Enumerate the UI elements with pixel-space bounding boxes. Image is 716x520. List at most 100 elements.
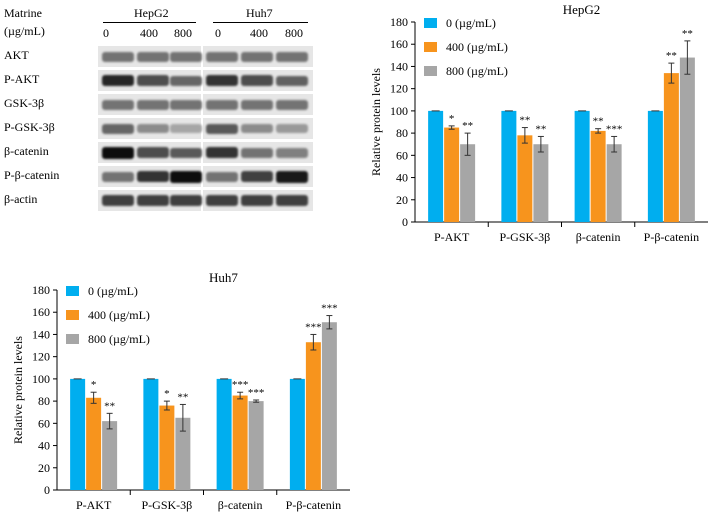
- legend-label: 400 (µg/mL): [446, 40, 508, 54]
- significance-label: **: [462, 120, 473, 132]
- y-tick-label: 80: [396, 126, 408, 140]
- bar: [444, 127, 460, 222]
- blot-row-label: β-catenin: [4, 144, 49, 158]
- dose-label-hepg2-0: 0: [103, 26, 109, 40]
- blot-band: [137, 75, 169, 86]
- y-tick-label: 80: [38, 394, 50, 408]
- legend-label: 800 (µg/mL): [446, 64, 508, 78]
- y-tick-label: 100: [390, 104, 408, 118]
- bar: [606, 144, 622, 222]
- blot-band: [102, 75, 134, 86]
- blot-band: [137, 51, 169, 62]
- x-category-label: β-catenin: [218, 498, 263, 512]
- bar: [321, 322, 337, 490]
- y-tick-label: 100: [32, 372, 50, 386]
- bar: [232, 395, 248, 490]
- bar: [460, 144, 476, 222]
- bar: [289, 378, 305, 490]
- y-tick-label: 20: [396, 193, 408, 207]
- significance-label: ***: [321, 303, 338, 315]
- blot-band: [170, 124, 202, 133]
- dose-label-huh7-0: 0: [215, 26, 221, 40]
- significance-label: *: [91, 379, 97, 391]
- blot-band: [137, 99, 169, 110]
- x-category-label: P-AKT: [434, 230, 470, 244]
- blot-band: [241, 51, 273, 62]
- blot-band: [137, 147, 169, 158]
- bar: [159, 405, 175, 490]
- blot-band: [102, 123, 134, 134]
- bar: [86, 397, 102, 490]
- bar: [574, 110, 590, 222]
- significance-label: **: [535, 123, 546, 135]
- blot-band: [276, 147, 308, 158]
- blot-band: [206, 147, 238, 158]
- blot-band: [206, 123, 238, 134]
- chart-title: HepG2: [563, 2, 601, 17]
- y-tick-label: 160: [390, 37, 408, 51]
- blot-band: [102, 195, 134, 206]
- blot-band: [102, 99, 134, 110]
- bar: [647, 110, 663, 222]
- dose-label-hepg2-800: 800: [174, 26, 192, 40]
- western-blot-panel: Matrine (µg/mL) HepG2 Huh7 0 400 800 0 4…: [0, 0, 330, 240]
- cell-line-label-hepg2: HepG2: [134, 6, 169, 20]
- y-tick-label: 40: [396, 171, 408, 185]
- blot-band: [276, 170, 308, 183]
- blot-row-label: P-GSK-3β: [4, 120, 55, 134]
- significance-label: ***: [248, 387, 265, 399]
- blot-row-label: β-actin: [4, 192, 38, 206]
- significance-label: **: [177, 391, 188, 403]
- blot-row-label: P-β-catenin: [4, 168, 60, 182]
- y-tick-label: 180: [32, 283, 50, 297]
- bar: [102, 421, 118, 490]
- bar: [305, 342, 321, 490]
- bar: [590, 130, 606, 222]
- y-tick-label: 40: [38, 439, 50, 453]
- cell-line-label-huh7: Huh7: [246, 6, 273, 20]
- legend-swatch: [66, 286, 79, 296]
- blot-row-label: P-AKT: [4, 72, 40, 86]
- chart-title: Huh7: [209, 270, 238, 285]
- bar: [501, 110, 517, 222]
- legend-label: 400 (µg/mL): [88, 308, 150, 322]
- blot-band: [170, 147, 202, 158]
- blot-band: [276, 99, 308, 110]
- significance-label: ***: [232, 379, 249, 391]
- blot-band: [241, 195, 273, 206]
- x-category-label: P-GSK-3β: [141, 498, 192, 512]
- blot-band: [241, 75, 273, 86]
- blot-band: [102, 171, 134, 182]
- y-tick-label: 60: [38, 416, 50, 430]
- significance-label: **: [519, 115, 530, 127]
- blot-band: [206, 195, 238, 206]
- blot-band: [276, 124, 308, 133]
- significance-label: **: [682, 28, 693, 40]
- blot-band: [102, 146, 134, 159]
- bar: [175, 417, 191, 490]
- blot-band: [170, 195, 202, 206]
- hepg2-header-line: [103, 22, 196, 23]
- huh7-header-line: [213, 22, 308, 23]
- hepg2-bar-chart: HepG2 0 20 40 60 80 100 120 140 160 180 Relative pr…: [369, 2, 708, 244]
- legend-label: 0 (µg/mL): [88, 284, 138, 298]
- bar: [533, 144, 549, 222]
- y-axis-label: Relative protein levels: [369, 68, 383, 176]
- blot-band: [170, 75, 202, 86]
- blot-band: [276, 195, 308, 206]
- blot-band: [137, 124, 169, 133]
- significance-label: **: [593, 116, 604, 128]
- legend-swatch: [66, 334, 79, 344]
- blot-band: [241, 99, 273, 110]
- y-tick-label: 180: [390, 15, 408, 29]
- matrine-header: Matrine: [4, 6, 42, 20]
- x-category-label: P-AKT: [76, 498, 112, 512]
- significance-label: *: [164, 388, 170, 400]
- y-tick-label: 20: [38, 461, 50, 475]
- bar: [70, 378, 86, 490]
- blot-band: [137, 171, 169, 182]
- significance-label: **: [104, 400, 115, 412]
- blot-band: [170, 99, 202, 110]
- blot-band: [241, 171, 273, 182]
- y-tick-label: 0: [402, 215, 408, 229]
